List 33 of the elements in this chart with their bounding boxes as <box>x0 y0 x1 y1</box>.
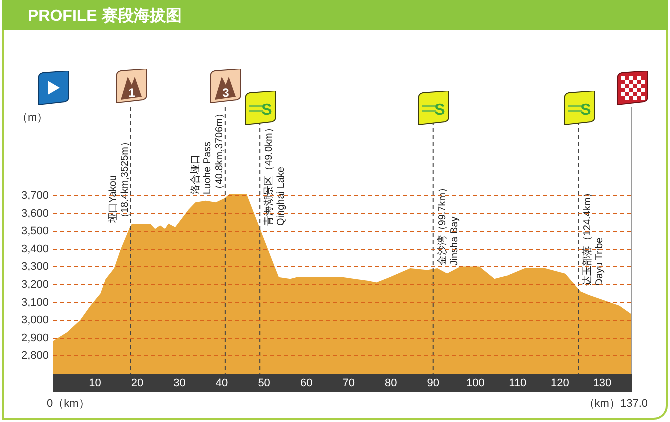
ref-line-label: 洛合垭口 Luohe Pass （40.8km,3706m） <box>189 108 226 195</box>
y-tick-label: 3,600 <box>21 208 49 220</box>
x-tick-label: 120 <box>550 378 570 390</box>
x-tick-label: 110 <box>509 378 527 390</box>
y-tick-label: 3,200 <box>21 279 49 292</box>
y-tick-label: 2,800 <box>21 350 49 362</box>
x-tick-label: 70 <box>342 378 355 390</box>
x-tick-label: 90 <box>427 378 440 390</box>
x-tick-label: 50 <box>258 378 270 390</box>
x-tick-label: 20 <box>131 378 144 390</box>
x-tick-label: 100 <box>466 378 485 390</box>
ref-line-label: 青海湖景区（49.0km） Qinghai Lake <box>263 123 288 226</box>
text: 0（km） <box>47 397 90 411</box>
x-tick-label: 30 <box>174 378 186 390</box>
annotation: S <box>262 102 273 119</box>
y-tick-label: 3,100 <box>21 296 49 309</box>
y-tick-label: 3,500 <box>21 226 49 238</box>
chart-title: PROFILE 赛段海拔图 <box>28 6 182 27</box>
y-tick-label: 3,000 <box>21 314 49 327</box>
annotation: S <box>580 102 592 119</box>
y-axis-title: （m） <box>17 111 48 125</box>
x-tick-label: 40 <box>216 378 228 390</box>
annotation: S <box>435 102 446 119</box>
x-tick-label: 10 <box>89 378 102 390</box>
y-tick-label: 3,700 <box>21 190 49 202</box>
ref-line-label: 垭口Yakou （18.4km,3525m） <box>106 136 131 224</box>
y-tick-label: 2,900 <box>21 332 49 344</box>
text: （km）137.0 <box>584 397 648 411</box>
y-tick-label: 3,400 <box>21 243 49 256</box>
x-tick-label: 80 <box>384 378 398 390</box>
y-tick-label: 3,300 <box>21 261 49 274</box>
x-tick-label: 60 <box>300 378 313 390</box>
x-tick-label: 130 <box>593 378 612 390</box>
